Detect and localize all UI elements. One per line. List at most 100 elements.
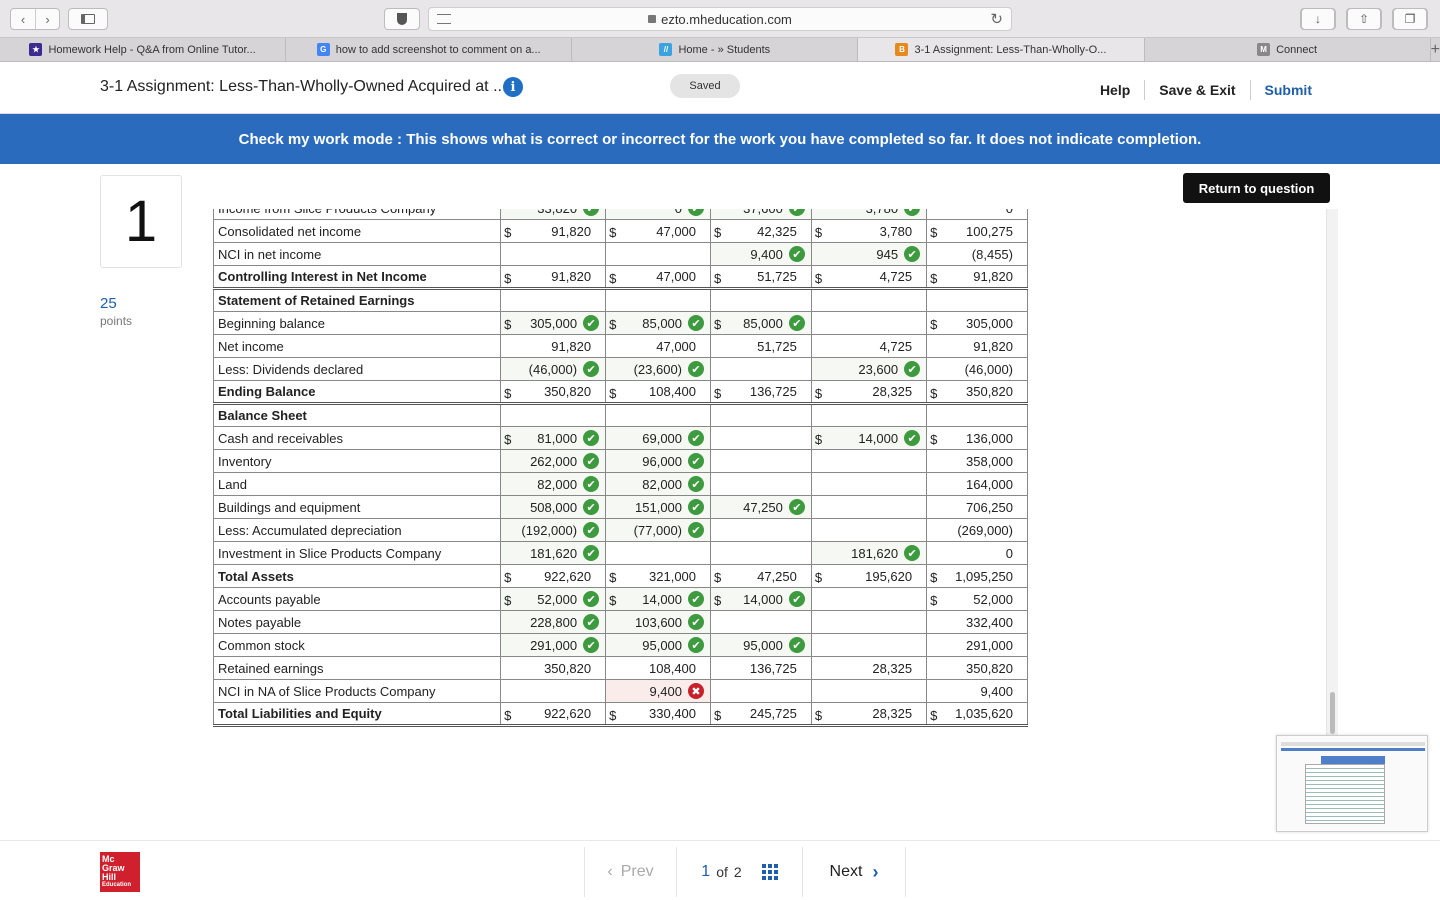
check-circle-icon: ✔	[583, 499, 600, 515]
worksheet-cell[interactable]: 508,000 ✔	[500, 495, 607, 519]
nav-buttons: ‹ ›	[10, 8, 60, 30]
worksheet-cell[interactable]: 103,600 ✔	[605, 610, 712, 634]
favicon-icon: ★	[29, 43, 43, 56]
grid-icon[interactable]	[761, 864, 778, 880]
cell-value: 23,600	[858, 361, 899, 377]
submit-button[interactable]: Submit	[1264, 82, 1312, 98]
browser-tab[interactable]: ★ Homework Help - Q&A from Online Tutor..…	[0, 38, 287, 61]
browser-tab[interactable]: // Home - » Students	[572, 38, 859, 61]
info-icon[interactable]: i	[503, 77, 523, 97]
worksheet-cell[interactable]: $14,000 ✔	[810, 426, 928, 450]
worksheet-cell: $350,820	[500, 380, 607, 405]
cell-value: 922,620	[544, 706, 592, 721]
scrollbar-thumb[interactable]	[1330, 692, 1335, 734]
worksheet-cell[interactable]: (46,000) ✔	[500, 357, 607, 381]
worksheet-cell[interactable]: 47,250 ✔	[710, 495, 812, 519]
forward-arrow-icon[interactable]: ›	[35, 9, 59, 29]
worksheet-cell[interactable]: $14,000 ✔	[710, 587, 812, 611]
dollar-sign: $	[930, 225, 938, 240]
worksheet-cell[interactable]: 291,000 ✔	[500, 633, 607, 657]
check-circle-icon: ✔	[688, 591, 705, 607]
share-button[interactable]: ⇧	[1346, 8, 1382, 30]
address-bar[interactable]: ezto.mheducation.com ↻	[428, 7, 1012, 31]
new-tab-plus-icon[interactable]: +	[1430, 40, 1440, 58]
worksheet-cell[interactable]: 96,000 ✔	[605, 449, 712, 473]
worksheet-cell[interactable]: (23,600) ✔	[605, 357, 712, 381]
worksheet-cell[interactable]: $85,000 ✔	[605, 311, 712, 335]
worksheet-cell[interactable]: 945 ✔	[810, 242, 928, 266]
downloads-button[interactable]: ↓	[1300, 8, 1336, 30]
worksheet-cell[interactable]: $305,000 ✔	[500, 311, 607, 335]
browser-tab[interactable]: M Connect	[1145, 38, 1431, 61]
check-circle-icon: ✔	[788, 591, 805, 607]
worksheet-scroll-area[interactable]: Income from Slice Products Company33,820…	[213, 209, 1028, 729]
worksheet-cell[interactable]: 9,400 ✖	[605, 679, 712, 703]
scrollbar-track[interactable]	[1326, 209, 1338, 779]
prev-button[interactable]: ‹ Prev	[585, 847, 677, 897]
worksheet-cell[interactable]: 181,620 ✔	[500, 541, 607, 565]
worksheet-cell[interactable]: 181,620 ✔	[810, 541, 928, 565]
dollar-sign: $	[504, 271, 512, 286]
download-icon: ↓	[1301, 8, 1335, 30]
sidebar-toggle-button[interactable]	[68, 8, 108, 30]
worksheet-cell[interactable]: 0✔	[605, 209, 712, 220]
worksheet-cell	[810, 403, 928, 427]
worksheet-cell[interactable]: 23,600 ✔	[810, 357, 928, 381]
sidebar-icon	[81, 14, 95, 24]
tabs-overview-button[interactable]: ❐	[1392, 8, 1428, 30]
worksheet-cell[interactable]: 95,000 ✔	[710, 633, 812, 657]
worksheet-cell: $42,325	[710, 219, 812, 243]
back-arrow-icon[interactable]: ‹	[20, 11, 26, 27]
table-row: Statement of Retained Earnings	[213, 288, 1028, 312]
row-label: Retained earnings	[213, 656, 502, 680]
dollar-sign: $	[930, 593, 938, 608]
browser-tab[interactable]: B 3-1 Assignment: Less-Than-Wholly-O...	[858, 38, 1145, 61]
worksheet-cell: $350,820	[926, 380, 1028, 405]
worksheet-cell[interactable]: 228,800 ✔	[500, 610, 607, 634]
cell-value: 350,820	[544, 384, 592, 399]
return-to-question-button[interactable]: Return to question	[1183, 173, 1330, 203]
worksheet-cell[interactable]: $14,000 ✔	[605, 587, 712, 611]
worksheet-cell[interactable]: 69,000 ✔	[605, 426, 712, 450]
reload-icon[interactable]: ↻	[990, 11, 1003, 28]
worksheet-cell[interactable]: 95,000 ✔	[605, 633, 712, 657]
worksheet-cell[interactable]: $52,000 ✔	[500, 587, 607, 611]
worksheet-cell[interactable]: 9,400 ✔	[710, 242, 812, 266]
check-circle-icon: ✔	[904, 361, 921, 377]
worksheet-cell[interactable]: (77,000) ✔	[605, 518, 712, 542]
worksheet-cell[interactable]: $81,000 ✔	[500, 426, 607, 450]
worksheet-cell[interactable]: 37,600 ✔	[710, 209, 812, 220]
worksheet-cell[interactable]: 262,000 ✔	[500, 449, 607, 473]
worksheet-cell[interactable]: 33,820 ✔	[500, 209, 607, 220]
worksheet-cell[interactable]: (192,000) ✔	[500, 518, 607, 542]
next-button[interactable]: Next ›	[803, 847, 905, 897]
check-circle-icon: ✔	[688, 522, 705, 538]
privacy-button[interactable]	[384, 8, 420, 30]
worksheet-cell[interactable]: 82,000 ✔	[605, 472, 712, 496]
cell-value: 945	[876, 246, 899, 262]
check-circle-icon: ✔	[583, 315, 600, 331]
worksheet-cell: 4,725	[810, 334, 928, 358]
worksheet-cell[interactable]: $85,000 ✔	[710, 311, 812, 335]
cell-value: 85,000	[743, 315, 783, 331]
worksheet-cell[interactable]: 82,000 ✔	[500, 472, 607, 496]
worksheet-cell: $108,400	[605, 380, 712, 405]
dollar-sign: $	[930, 708, 938, 723]
check-circle-icon: ✔	[583, 591, 600, 607]
worksheet-cell[interactable]: 151,000 ✔	[605, 495, 712, 519]
check-circle-icon: ✔	[788, 315, 805, 331]
worksheet-cell[interactable]: 3,780 ✔	[810, 209, 928, 220]
reader-icon[interactable]	[437, 14, 451, 24]
table-row: Beginning balance $305,000 ✔ $85,000 ✔ $85,00…	[213, 311, 1028, 335]
cell-value: 350,820	[966, 660, 1013, 676]
cell-value: 181,620	[851, 545, 899, 561]
help-link[interactable]: Help	[1099, 82, 1131, 98]
worksheet-cell: 91,820	[926, 334, 1028, 358]
page-indicator[interactable]: 1 of 2	[677, 847, 803, 897]
save-exit-button[interactable]: Save & Exit	[1159, 82, 1236, 98]
check-circle-icon: ✔	[788, 637, 805, 653]
row-label: Balance Sheet	[213, 403, 502, 427]
tab-label: Connect	[1276, 43, 1318, 56]
screenshot-thumbnail[interactable]	[1276, 735, 1428, 832]
